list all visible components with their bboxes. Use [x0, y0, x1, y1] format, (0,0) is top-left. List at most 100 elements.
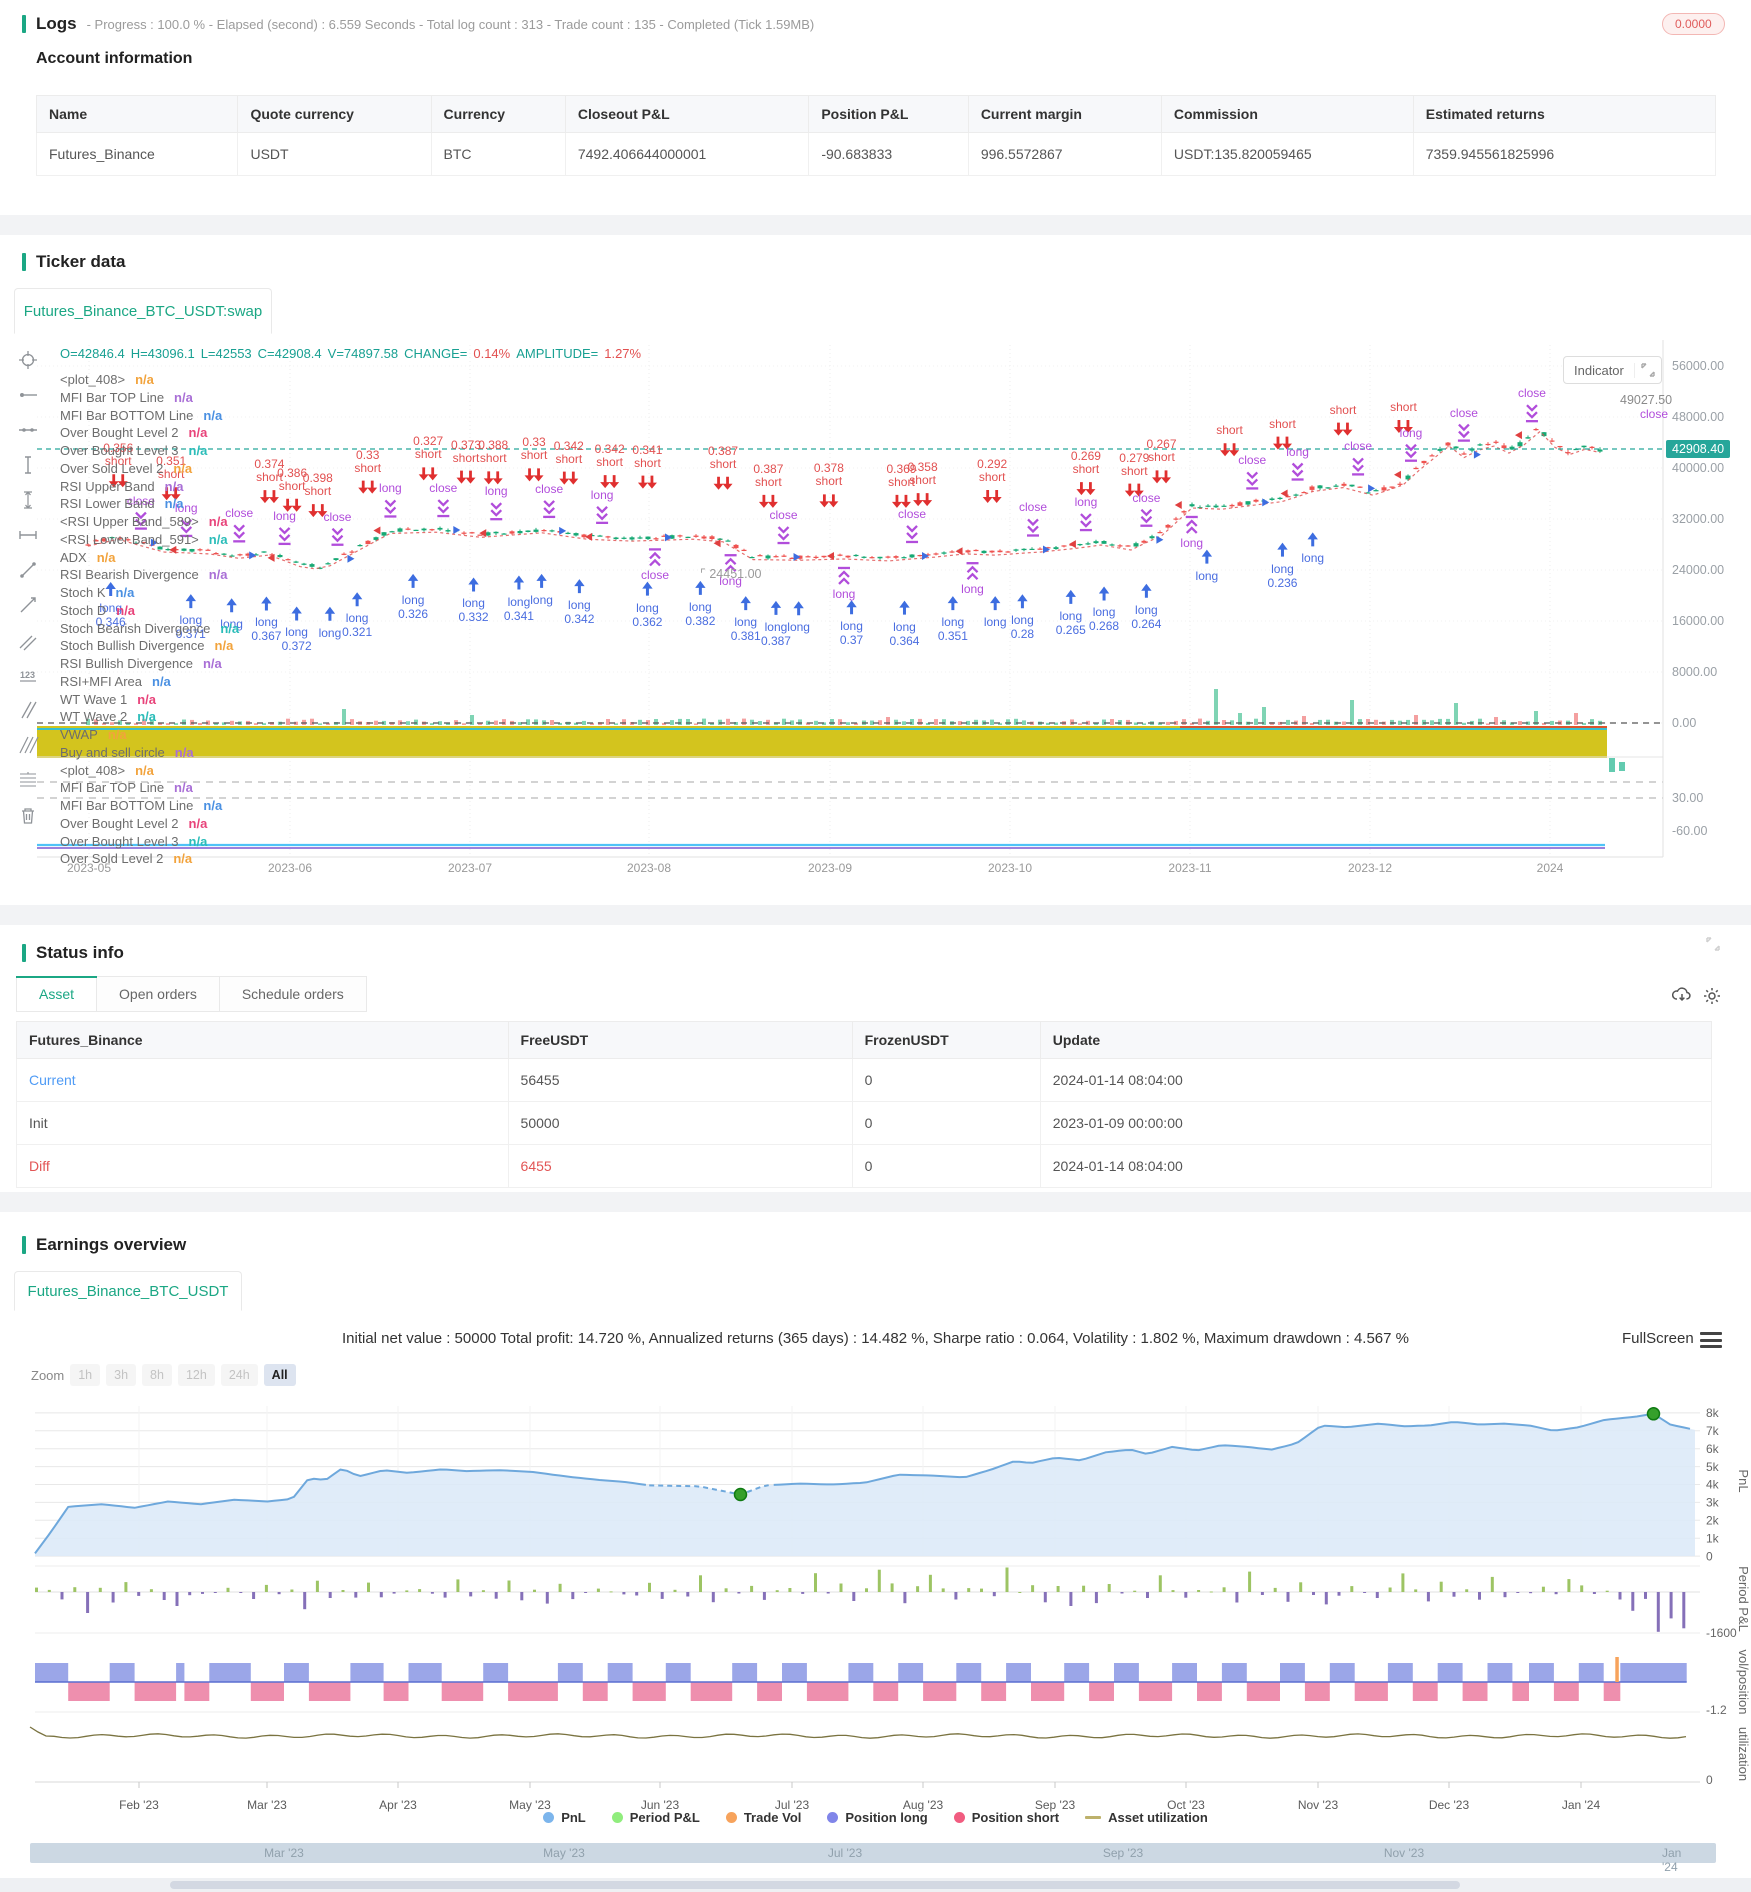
row-label: Init: [16, 1101, 509, 1145]
legend-item-position-short[interactable]: Position short: [953, 1810, 1059, 1825]
column-header: FreeUSDT: [507, 1021, 853, 1059]
zoom-button-12h[interactable]: 12h: [177, 1364, 215, 1386]
svg-text:0.369: 0.369: [886, 462, 916, 476]
navigator-label: Jan '24: [1662, 1846, 1682, 1874]
table-row: Current 56455 0 2024-01-14 08:04:00: [16, 1058, 1713, 1102]
legend-item-period-p&l[interactable]: Period P&L: [611, 1810, 700, 1825]
legend-item-asset-utilization[interactable]: Asset utilization: [1085, 1810, 1208, 1825]
earnings-title: Earnings overview: [36, 1235, 187, 1254]
ray-line-icon[interactable]: [16, 593, 40, 617]
settings-gear-icon[interactable]: [1702, 986, 1722, 1011]
drawing-toolbar: 123: [16, 348, 40, 827]
earnings-symbol-tab[interactable]: Futures_Binance_BTC_USDT: [14, 1271, 242, 1311]
legend-item-pnl[interactable]: PnL: [543, 1810, 586, 1825]
multi-channel-icon[interactable]: [16, 733, 40, 757]
earnings-date-label: Sep '23: [1034, 1798, 1076, 1812]
price-axis-label: 24000.00: [1672, 563, 1725, 577]
table-row: Futures_Binance USDT BTC 7492.406644000001-…: [35, 132, 1717, 176]
svg-text:long: long: [568, 598, 591, 612]
indicator-row: MFI Bar BOTTOM Line n/a: [60, 407, 223, 423]
svg-text:long: long: [1075, 495, 1098, 509]
svg-text:close: close: [1132, 491, 1160, 505]
svg-text:0.342: 0.342: [564, 612, 594, 626]
table-cell: 2024-01-14 08:04:00: [1039, 1144, 1713, 1188]
zoom-button-8h[interactable]: 8h: [142, 1364, 172, 1386]
status-header: Status info: [22, 943, 124, 963]
svg-text:short: short: [1390, 400, 1417, 414]
expand-icon[interactable]: [1635, 363, 1661, 377]
collapse-icon[interactable]: [1705, 936, 1721, 957]
status-tab-schedule-orders[interactable]: Schedule orders: [219, 977, 366, 1011]
trend-line-icon[interactable]: [16, 558, 40, 582]
svg-text:0.351: 0.351: [938, 629, 968, 643]
svg-text:short: short: [979, 470, 1006, 484]
bars-range-icon[interactable]: [16, 523, 40, 547]
svg-text:close: close: [1450, 406, 1478, 420]
indicator-row: WT Wave 1 n/a: [60, 691, 156, 707]
table-row: Init 50000 0 2023-01-09 00:00:00: [16, 1101, 1713, 1145]
asset-table: Futures_Binance FreeUSDT FrozenUSDT Update C…: [16, 1021, 1713, 1188]
horizontal-scrollbar[interactable]: [0, 1878, 1751, 1892]
svg-text:0.341: 0.341: [504, 609, 534, 623]
vertical-range-icon[interactable]: [16, 453, 40, 477]
svg-text:8k: 8k: [1706, 1406, 1720, 1420]
svg-text:0.386: 0.386: [277, 466, 307, 480]
numbers-123-icon[interactable]: 123: [16, 663, 40, 687]
price-axis-label: 32000.00: [1672, 512, 1725, 526]
scrollbar-thumb[interactable]: [170, 1881, 1460, 1889]
zoom-button-all[interactable]: All: [263, 1364, 296, 1386]
svg-text:utilization: utilization: [1736, 1727, 1751, 1781]
range-navigator[interactable]: Mar '23 May '23 Jul '23 Sep '23 Nov '23 Jan '…: [30, 1843, 1716, 1874]
earnings-charts[interactable]: 8k 7k 6k 5k 4k 3k 2k 1k 0 -1600 -1.2 0 PnL Period P&L…: [0, 1400, 1751, 1800]
table-cell: USDT:135.820059465: [1160, 132, 1414, 176]
indicator-row: Stoch Bullish Divergence n/a: [60, 638, 234, 654]
horizontal-ray-icon[interactable]: [16, 383, 40, 407]
section-accent-bar: [22, 944, 26, 962]
legend-item-position-long[interactable]: Position long: [827, 1810, 928, 1825]
ticker-chart[interactable]: 0.356 short 0.351 short 0.374 short 0.386 short…: [0, 334, 1751, 905]
svg-text:long: long: [462, 596, 485, 610]
price-range-icon[interactable]: [16, 488, 40, 512]
svg-text:long: long: [273, 509, 296, 523]
ticker-symbol-tab[interactable]: Futures_Binance_BTC_USDT:swap: [14, 288, 272, 334]
svg-text:short: short: [1148, 450, 1175, 464]
svg-text:short: short: [634, 456, 661, 470]
zoom-button-1h[interactable]: 1h: [70, 1364, 101, 1386]
zoom-button-24h[interactable]: 24h: [220, 1364, 258, 1386]
status-tab-asset[interactable]: Asset: [15, 976, 98, 1011]
svg-text:long: long: [719, 574, 742, 588]
download-icon[interactable]: [1671, 986, 1692, 1011]
status-tab-open-orders[interactable]: Open orders: [97, 977, 220, 1011]
earnings-date-label: Aug '23: [902, 1798, 944, 1812]
table-cell: 0: [851, 1058, 1041, 1102]
svg-text:close: close: [1518, 386, 1546, 400]
parallel-channel-icon[interactable]: [16, 698, 40, 722]
svg-text:0.372: 0.372: [282, 639, 312, 653]
legend-item-trade-vol[interactable]: Trade Vol: [725, 1810, 801, 1825]
svg-text:short: short: [158, 467, 185, 481]
row-label[interactable]: Current: [16, 1058, 509, 1102]
svg-text:long: long: [179, 613, 202, 627]
svg-text:close: close: [770, 508, 798, 522]
profit-badge[interactable]: 0.0000: [1662, 13, 1725, 35]
indicator-row: <RSI Lower Band_591> n/a: [60, 531, 228, 547]
legend-label: Period P&L: [629, 1810, 700, 1825]
crosshair-icon[interactable]: [16, 348, 40, 372]
indicator-button[interactable]: Indicator: [1563, 356, 1662, 384]
levels-icon[interactable]: [16, 768, 40, 792]
svg-text:long: long: [402, 593, 425, 607]
legend-marker: [725, 1812, 737, 1823]
trash-icon[interactable]: [16, 803, 40, 827]
channel-icon[interactable]: [16, 628, 40, 652]
svg-text:PnL: PnL: [1736, 1469, 1751, 1492]
svg-text:0.326: 0.326: [398, 607, 428, 621]
navigator-label: Jul '23: [827, 1846, 863, 1860]
date-axis-label: 2023-07: [447, 861, 493, 875]
logs-title: Logs: [36, 14, 77, 33]
chart-menu-icon[interactable]: [1700, 1332, 1722, 1348]
horizontal-line-icon[interactable]: [16, 418, 40, 442]
zoom-button-3h[interactable]: 3h: [106, 1364, 137, 1386]
fullscreen-button[interactable]: FullScreen: [1622, 1330, 1694, 1347]
table-cell: Futures_Binance: [35, 132, 239, 176]
